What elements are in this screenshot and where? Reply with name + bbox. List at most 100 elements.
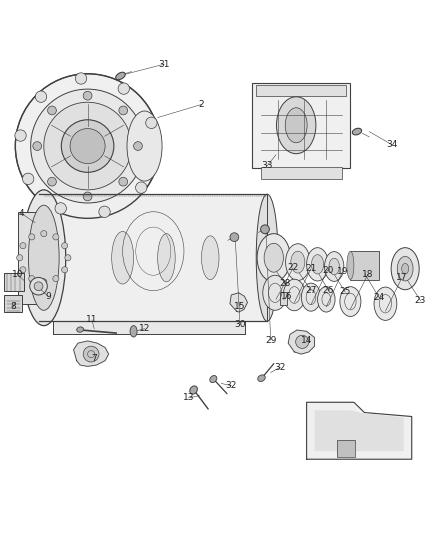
Text: 24: 24 (373, 293, 385, 302)
Ellipse shape (28, 276, 35, 281)
Bar (256, 85, 346, 96)
Ellipse shape (146, 117, 157, 128)
Text: 20: 20 (322, 265, 333, 274)
Text: 30: 30 (234, 320, 246, 329)
Ellipse shape (20, 243, 26, 249)
Ellipse shape (83, 346, 99, 362)
Text: 21: 21 (305, 264, 317, 273)
Ellipse shape (62, 266, 68, 273)
Text: 32: 32 (226, 381, 237, 390)
Bar (39, 194, 267, 321)
Text: 31: 31 (159, 60, 170, 69)
Ellipse shape (17, 255, 23, 261)
Ellipse shape (258, 375, 265, 382)
Text: 18: 18 (362, 270, 374, 279)
Polygon shape (307, 402, 412, 459)
Ellipse shape (190, 386, 198, 394)
Ellipse shape (55, 203, 67, 214)
Text: 11: 11 (86, 316, 98, 325)
Ellipse shape (329, 258, 339, 275)
Ellipse shape (325, 252, 344, 281)
Ellipse shape (230, 233, 239, 241)
Ellipse shape (276, 97, 316, 154)
Ellipse shape (62, 243, 68, 249)
Ellipse shape (263, 275, 287, 310)
Ellipse shape (397, 256, 413, 281)
Ellipse shape (22, 190, 66, 326)
Ellipse shape (402, 263, 409, 274)
Text: 29: 29 (265, 336, 276, 344)
Ellipse shape (285, 108, 307, 143)
Ellipse shape (65, 255, 71, 261)
Text: 9: 9 (45, 292, 51, 301)
Text: 25: 25 (339, 287, 351, 296)
Ellipse shape (75, 73, 87, 84)
Ellipse shape (35, 91, 47, 102)
Ellipse shape (44, 102, 131, 190)
Bar (252, 83, 350, 168)
Ellipse shape (257, 233, 290, 282)
Text: 7: 7 (91, 354, 97, 363)
Ellipse shape (53, 276, 59, 281)
Ellipse shape (256, 194, 278, 321)
Text: 17: 17 (396, 273, 408, 282)
Text: 19: 19 (337, 267, 348, 276)
Ellipse shape (70, 128, 105, 164)
Ellipse shape (53, 234, 59, 240)
Ellipse shape (136, 182, 147, 193)
Polygon shape (315, 411, 403, 450)
Ellipse shape (83, 192, 92, 201)
Ellipse shape (119, 106, 127, 115)
Text: 2: 2 (199, 100, 204, 109)
Ellipse shape (352, 128, 362, 135)
Ellipse shape (127, 111, 162, 181)
Text: 33: 33 (261, 161, 273, 170)
Ellipse shape (311, 255, 324, 274)
Ellipse shape (118, 83, 130, 94)
Ellipse shape (28, 205, 59, 310)
Bar (261, 167, 342, 179)
Ellipse shape (374, 287, 397, 320)
Bar (4, 273, 24, 290)
Ellipse shape (318, 287, 335, 312)
Ellipse shape (119, 177, 127, 186)
Text: 22: 22 (288, 263, 299, 272)
Polygon shape (74, 341, 109, 366)
Text: 13: 13 (183, 393, 194, 402)
Ellipse shape (77, 327, 84, 332)
Ellipse shape (347, 252, 354, 279)
Ellipse shape (31, 89, 145, 203)
Text: 14: 14 (301, 336, 312, 345)
Ellipse shape (15, 74, 160, 219)
Ellipse shape (41, 279, 47, 285)
Ellipse shape (30, 278, 47, 295)
Ellipse shape (158, 233, 175, 282)
Ellipse shape (307, 248, 328, 281)
Ellipse shape (41, 231, 47, 237)
Ellipse shape (61, 120, 114, 172)
Ellipse shape (33, 142, 42, 150)
Ellipse shape (83, 91, 92, 100)
Text: 28: 28 (279, 279, 290, 288)
Text: 16: 16 (281, 292, 293, 301)
Ellipse shape (391, 248, 419, 290)
Ellipse shape (116, 72, 125, 80)
Bar (18, 212, 39, 304)
Text: 10: 10 (12, 270, 23, 279)
Ellipse shape (210, 376, 217, 383)
Text: 27: 27 (305, 286, 317, 295)
Ellipse shape (296, 335, 309, 349)
Ellipse shape (34, 282, 43, 290)
Ellipse shape (48, 177, 57, 186)
Ellipse shape (15, 130, 26, 141)
Bar (4, 295, 22, 312)
Text: 8: 8 (10, 302, 16, 311)
Ellipse shape (201, 236, 219, 280)
Bar (350, 251, 379, 280)
Ellipse shape (283, 279, 305, 311)
Ellipse shape (340, 287, 361, 317)
Ellipse shape (48, 106, 57, 115)
Ellipse shape (261, 225, 269, 233)
Ellipse shape (22, 173, 34, 184)
Ellipse shape (264, 243, 283, 272)
